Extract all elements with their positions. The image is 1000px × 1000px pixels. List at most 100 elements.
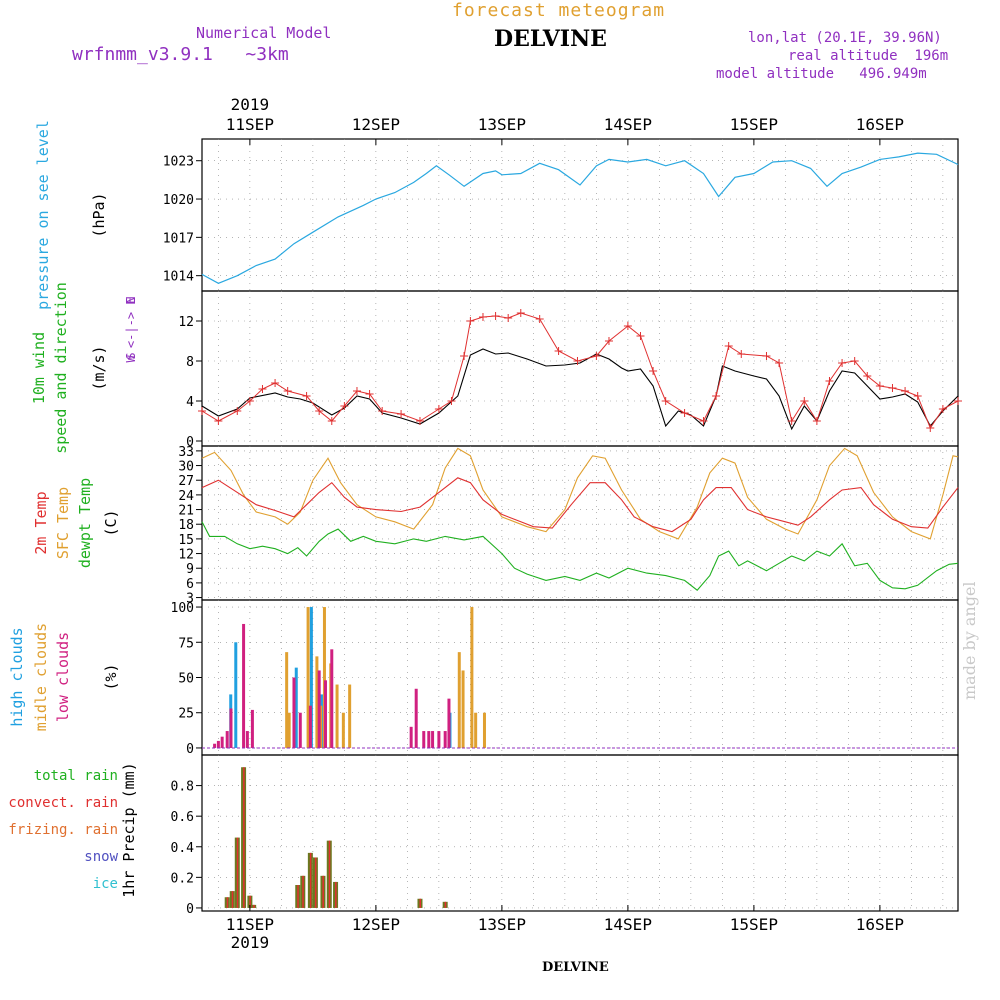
- coords-label: lon,lat (20.1E, 39.96N): [748, 30, 942, 46]
- top-day-label: 14SEP: [604, 115, 652, 134]
- bottom-day-label: 12SEP: [352, 915, 400, 934]
- wind-gust-marker: [901, 387, 910, 395]
- footer-station: DELVINE: [542, 960, 609, 975]
- wind-gust-marker: [712, 392, 721, 400]
- pressure-line: [201, 152, 959, 284]
- cloud-bar: [250, 709, 254, 748]
- cloud-bar: [306, 607, 310, 748]
- model-label: Numerical Model: [196, 24, 332, 42]
- precip-ytick-label: 0.6: [171, 810, 194, 825]
- wind-gust-marker: [434, 405, 443, 413]
- temp-ytick-label: 15: [178, 533, 194, 548]
- wind-gust-marker: [214, 417, 223, 425]
- wind-ytick-label: 8: [186, 355, 194, 370]
- precip-axis-label: 1hr Precip (mm): [120, 762, 138, 897]
- pressure-ytick-label: 1023: [163, 155, 194, 170]
- wind-gust-marker: [466, 317, 475, 325]
- wind-gust-marker: [504, 314, 513, 322]
- wind-gust-marker: [649, 367, 658, 375]
- precip-legend-item: snow: [84, 849, 118, 865]
- temp-axis-label-dewpt: dewpt Temp: [76, 478, 94, 568]
- temp-ytick-label: 3: [186, 592, 194, 607]
- top-day-label: 16SEP: [856, 115, 904, 134]
- pressure-axis-label: pressure on see level: [34, 120, 52, 310]
- cloud-bar: [431, 731, 435, 748]
- compass-we: W <-|-> E: [124, 297, 138, 362]
- cloud-bar: [474, 712, 478, 748]
- clouds-ytick-label: 100: [171, 601, 194, 616]
- temp-ytick-label: 30: [178, 460, 194, 475]
- cloud-bar: [330, 649, 334, 748]
- cloud-bar: [457, 652, 461, 748]
- precip-bar-core: [335, 881, 337, 908]
- wind-gust-marker: [233, 407, 242, 415]
- wind-gust-marker: [699, 417, 708, 425]
- model-name: wrfnmm_v3.9.1 ~3km: [72, 44, 289, 65]
- compass-south: S: [124, 352, 138, 359]
- temp-ytick-label: 18: [178, 518, 194, 533]
- clouds-axis-label-low: low clouds: [54, 632, 72, 722]
- temp-ytick-label: 12: [178, 548, 194, 563]
- cloud-bar: [213, 743, 217, 748]
- top-day-label: 12SEP: [352, 115, 400, 134]
- clouds-unit-label: (%): [102, 663, 120, 690]
- cloud-bar: [414, 688, 418, 748]
- cloud-bar: [287, 712, 291, 748]
- model-altitude-label: model altitude 496.949m: [716, 66, 927, 82]
- precip-bar-core: [314, 857, 317, 908]
- wind-gust-marker: [850, 357, 859, 365]
- chart-marks: [198, 152, 962, 908]
- precip-legend-item: frizing. rain: [8, 822, 118, 838]
- wind-gust-marker: [378, 407, 387, 415]
- top-title: forecast meteogram: [452, 0, 666, 21]
- wind-gust-marker: [573, 357, 582, 365]
- grid-lines: [202, 139, 958, 911]
- bottom-day-label: 11SEP: [226, 915, 274, 934]
- wind-gust-marker: [954, 397, 962, 405]
- bottom-day-label: 15SEP: [730, 915, 778, 934]
- 2m-temp-line: [201, 477, 959, 533]
- cloud-bar: [234, 642, 238, 748]
- precip-legend-item: ice: [93, 876, 118, 892]
- top-day-label: 15SEP: [730, 115, 778, 134]
- precip-bar-core: [226, 897, 229, 908]
- compass-north: N: [124, 296, 138, 303]
- precip-bar-core: [302, 875, 304, 908]
- temp-axis-label-2m: 2m Temp: [32, 491, 50, 554]
- cloud-bar: [225, 731, 229, 748]
- wind-gust-marker: [800, 397, 809, 405]
- wind-gust-marker: [478, 313, 487, 321]
- wind-axis-label-1: 10m wind: [30, 332, 48, 404]
- precip-bar-core: [297, 885, 299, 908]
- precip-bar-core: [444, 901, 447, 908]
- top-day-label: 13SEP: [478, 115, 526, 134]
- cloud-bar: [470, 607, 474, 748]
- wind-gust-marker: [875, 382, 884, 390]
- cloud-bar: [315, 656, 319, 748]
- pressure-ytick-label: 1020: [163, 193, 194, 208]
- clouds-axis-label-high: high clouds: [8, 627, 26, 726]
- cloud-bar: [482, 712, 486, 748]
- precip-bar-core: [322, 875, 324, 908]
- wind-panel-frame: [201, 290, 959, 447]
- bottom-day-label: 13SEP: [478, 915, 526, 934]
- wind-gust-marker: [623, 322, 632, 330]
- temp-ytick-label: 6: [186, 577, 194, 592]
- cloud-bar: [317, 670, 321, 748]
- cloud-bar: [245, 731, 249, 748]
- wind-gust-marker: [491, 312, 500, 320]
- wind-gust-marker: [825, 377, 834, 385]
- wind-gust-marker: [762, 352, 771, 360]
- cloud-bar: [335, 684, 339, 748]
- wind-gust-marker: [516, 309, 525, 317]
- precip-ytick-label: 0: [186, 902, 194, 917]
- clouds-ytick-label: 0: [186, 742, 194, 757]
- wind-gust-marker: [271, 379, 280, 387]
- real-altitude-label: real altitude 196m: [788, 48, 949, 64]
- wind-gust-marker: [283, 387, 292, 395]
- wind-gust-marker: [938, 405, 947, 413]
- wind-gust-marker: [302, 392, 311, 400]
- dewpt-temp-line: [201, 521, 959, 591]
- pressure-ytick-label: 1014: [163, 270, 194, 285]
- cloud-bar: [220, 736, 224, 748]
